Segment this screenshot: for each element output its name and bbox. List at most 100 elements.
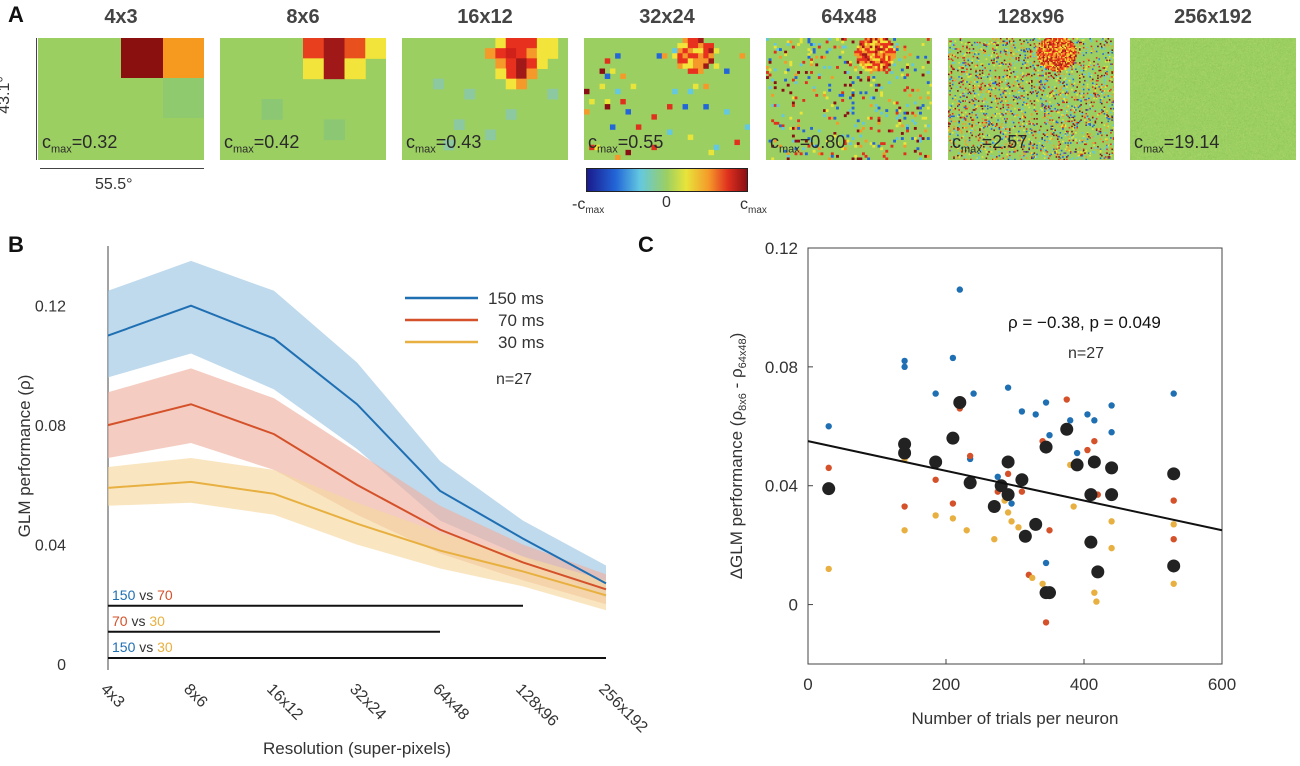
rf-pixel: [1211, 40, 1213, 42]
rf-pixel: [1104, 115, 1107, 118]
rf-pixel: [1237, 63, 1239, 65]
rf-pixel: [1050, 41, 1053, 44]
rf-pixel: [963, 62, 966, 64]
rf-pixel: [1080, 104, 1082, 106]
rf-pixel: [1051, 48, 1054, 50]
rf-pixel: [1069, 41, 1072, 44]
rf-pixel: [1290, 46, 1292, 48]
rf-pixel: [1176, 52, 1178, 54]
rf-pixel: [807, 144, 811, 148]
rf-pixel: [1264, 52, 1266, 54]
rf-pixel: [1196, 46, 1198, 48]
rf-pixel: [1134, 46, 1136, 48]
rf-pixel: [1232, 65, 1234, 67]
y-tick-label: 0.08: [765, 358, 798, 377]
rf-pixel: [983, 148, 985, 151]
rf-pixel: [843, 147, 847, 151]
rf-pixel: [661, 53, 668, 59]
rf-pixel: [1239, 49, 1241, 51]
rf-pixel: [1250, 38, 1252, 40]
rf-pixel: [1266, 49, 1268, 51]
rf-pixel: [1144, 60, 1146, 62]
rf-pixel: [791, 134, 795, 138]
rf-pixel: [1055, 68, 1058, 71]
rf-pixel: [1206, 45, 1208, 47]
rf-pixel: [1104, 152, 1107, 154]
rf-pixel: [1198, 55, 1200, 57]
rf-pixel: [1019, 126, 1021, 129]
rf-pixel: [1098, 65, 1101, 68]
rf-pixel: [1223, 41, 1225, 43]
rf-pixel: [1064, 39, 1067, 41]
rf-pixel: [1008, 144, 1011, 147]
rf-pixel: [1028, 43, 1031, 45]
rf-pixel: [954, 120, 957, 123]
rf-pixel: [789, 116, 793, 120]
rf-pixel: [1258, 49, 1260, 51]
rf-pixel: [1086, 138, 1089, 140]
rf-pixel: [1185, 55, 1187, 57]
rf-pixel: [1007, 51, 1010, 54]
rf-pixel: [823, 109, 826, 113]
rf-pixel: [924, 154, 928, 158]
rf-pixel: [880, 55, 884, 59]
rf-pixel: [1201, 62, 1203, 64]
rf-pixel: [1038, 86, 1041, 88]
rf-pixel: [1186, 55, 1188, 57]
rf-pixel: [1051, 67, 1054, 69]
rf-pixel: [1059, 43, 1062, 45]
rf-pixel: [1111, 81, 1114, 83]
rf-pixel: [1019, 90, 1021, 92]
rf-pixel: [773, 81, 777, 85]
rf-pixel: [953, 125, 955, 128]
rf-pixel: [1253, 49, 1255, 51]
rf-pixel: [1051, 125, 1054, 128]
rf-pixel: [1141, 49, 1142, 51]
rf-pixel: [1090, 93, 1093, 96]
rf-pixel: [1101, 97, 1103, 100]
rf-pixel: [979, 147, 981, 149]
rf-pixel: [724, 68, 730, 74]
rf-pixel: [1040, 125, 1042, 128]
rf-pixel: [1274, 65, 1276, 67]
rf-pixel: [1016, 97, 1019, 100]
rf-pixel: [781, 88, 785, 92]
rf-pixel: [1207, 56, 1209, 58]
rf-pixel: [1286, 43, 1288, 45]
rf-pixel: [1210, 55, 1212, 57]
rf-pixel: [1104, 86, 1107, 88]
rf-pixel: [1020, 72, 1023, 74]
rf-pixel: [1066, 149, 1068, 152]
rf-pixel: [1019, 54, 1021, 57]
rf-pixel: [1186, 38, 1188, 40]
rf-pixel: [1045, 85, 1047, 87]
rf-pixel: [948, 54, 950, 57]
rf-pixel: [964, 107, 967, 110]
rf-pixel: [1059, 39, 1062, 41]
rf-pixel: [1279, 44, 1281, 46]
rf-pixel: [948, 110, 950, 113]
rf-pixel: [1046, 153, 1049, 156]
rf-pixel: [962, 57, 964, 59]
rf-pixel: [1071, 59, 1073, 62]
rf-pixel: [1068, 44, 1071, 46]
rf-pixel: [962, 53, 964, 55]
rf-pixel: [1063, 78, 1066, 81]
rf-pixel: [1046, 156, 1049, 158]
rf-pixel: [1095, 128, 1098, 130]
rf-pixel: [1244, 53, 1246, 55]
rf-pixel: [989, 69, 992, 72]
rf-pixel: [1240, 57, 1242, 58]
scatter-point-150-ms: [1018, 408, 1026, 415]
rf-pixel: [1243, 64, 1245, 65]
rf-pixel: [1001, 138, 1003, 140]
rf-pixel: [964, 99, 967, 101]
rf-pixel: [981, 79, 984, 82]
rf-pixel: [1063, 39, 1066, 41]
rf-pixel: [1103, 44, 1106, 46]
rf-pixel: [1278, 51, 1280, 53]
scatter-point-average: [1018, 529, 1032, 543]
rf-pixel: [1286, 56, 1288, 58]
rf-pixel: [1252, 38, 1254, 39]
rf-pixel: [1098, 95, 1101, 97]
